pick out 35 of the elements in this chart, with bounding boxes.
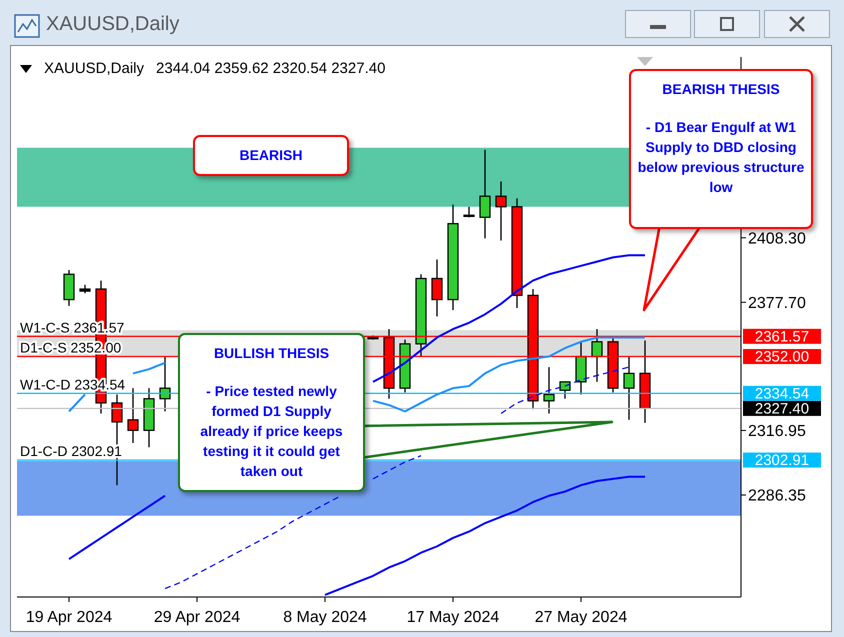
speech-bubble: BEARISH THESIS - D1 Bear Engulf at W1 Supply to DBD closing below previous structure low xyxy=(629,69,813,229)
text: 2352.00 xyxy=(754,348,810,366)
x-tick-label: 19 Apr 2024 xyxy=(26,609,112,626)
candlestick xyxy=(543,366,555,414)
candlestick xyxy=(559,381,571,400)
candlestick xyxy=(479,149,491,240)
annotation: - Price tested newly formed D1 Supply already if price keeps testing it it could get taken out xyxy=(199,382,344,481)
annotation: BULLISH THESIS xyxy=(212,344,330,363)
line-series xyxy=(324,476,646,596)
candlestick xyxy=(431,258,443,318)
y-tick-label: 2286.35 xyxy=(748,488,806,505)
annotation: - D1 Bear Engulf at W1 Supply to DBD closing below previous structure low xyxy=(637,118,805,197)
text: 2361.57 xyxy=(754,328,810,346)
candlestick xyxy=(623,356,635,420)
speech-bubble: BEARISH xyxy=(193,135,349,176)
candlestick xyxy=(159,356,171,412)
chart-title: XAUUSD,Daily xyxy=(46,13,180,35)
candlestick xyxy=(127,388,139,444)
chart-subtitle: 2344.04 2359.62 2320.54 2327.40 xyxy=(156,60,386,77)
text: 2334.54 xyxy=(754,385,810,402)
y-tick-label: 2408.30 xyxy=(748,230,806,248)
x-tick-label: 27 May 2024 xyxy=(534,609,628,626)
candlestick xyxy=(495,180,507,242)
y-tick-label: 2316.95 xyxy=(748,423,806,440)
text: 2327.40 xyxy=(754,400,810,418)
candlestick xyxy=(591,328,603,382)
candlestick xyxy=(463,206,475,218)
x-tick-label: 8 May 2024 xyxy=(283,609,367,626)
text: 2302.91 xyxy=(754,452,810,470)
y-tick-label: 2377.70 xyxy=(748,295,806,312)
chart-title: XAUUSD,Daily xyxy=(44,60,144,77)
speech-bubble: BULLISH THESIS - Price tested newly formed D1 Supply already if price keeps testing it it could get taken out xyxy=(178,333,365,492)
x-tick-label: 17 May 2024 xyxy=(406,609,500,626)
x-tick-label: 29 Apr 2024 xyxy=(154,609,240,626)
annotation: BEARISH THESIS xyxy=(661,80,781,99)
